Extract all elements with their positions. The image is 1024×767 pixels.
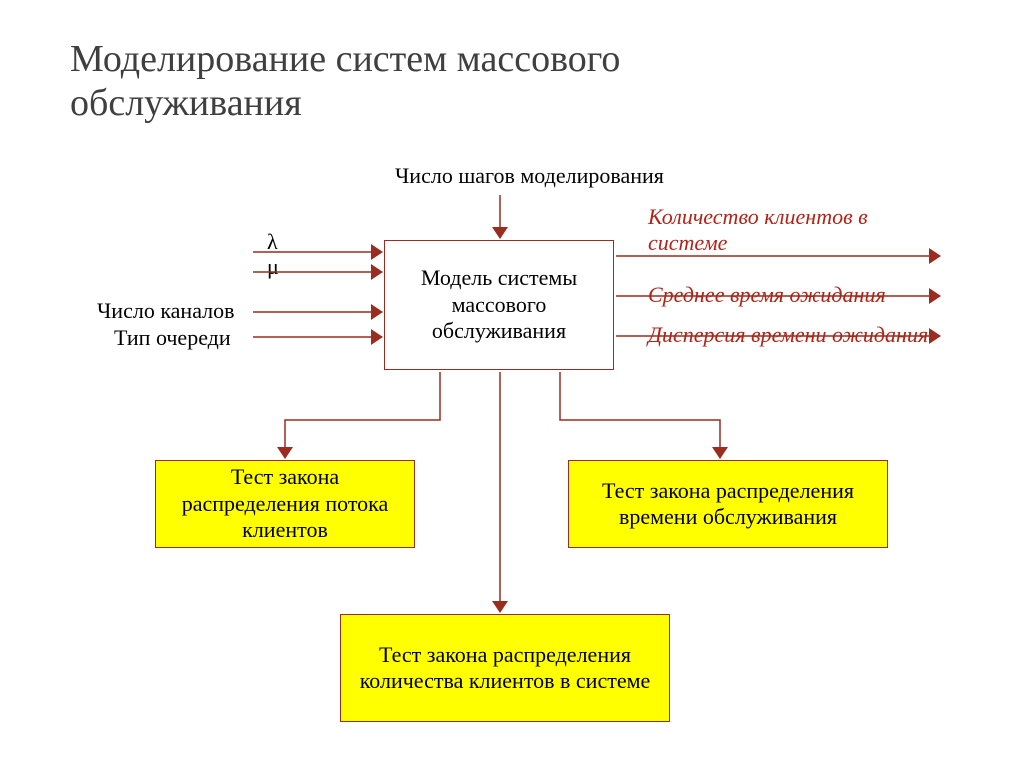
center-model-box: Модель системы массового обслуживания: [384, 240, 614, 370]
test-box-clients-flow-text: Тест закона распределения потока клиенто…: [166, 464, 404, 543]
test-box-service-time-text: Тест закона распределения времени обслуж…: [579, 478, 877, 531]
queue-type-label: Тип очереди: [114, 325, 231, 351]
lambda-label: λ: [267, 229, 278, 255]
top-input-label: Число шагов моделирования: [395, 163, 664, 189]
output-waittime-label: Среднее время ожидания: [648, 282, 886, 308]
mu-label: μ: [267, 254, 279, 280]
center-model-text: Модель системы массового обслуживания: [395, 265, 603, 344]
channels-label: Число каналов: [97, 298, 235, 324]
test-box-client-count: Тест закона распределения количества кли…: [340, 614, 670, 722]
test-box-client-count-text: Тест закона распределения количества кли…: [351, 642, 659, 695]
test-box-clients-flow: Тест закона распределения потока клиенто…: [155, 460, 415, 548]
output-clients-label: Количество клиентов в системе: [648, 204, 868, 257]
slide-title: Моделирование систем массового обслужива…: [70, 38, 620, 125]
test-box-service-time: Тест закона распределения времени обслуж…: [568, 460, 888, 548]
diagram-canvas: Моделирование систем массового обслужива…: [0, 0, 1024, 767]
output-dispersion-label: Дисперсия времени ожидания: [648, 322, 928, 348]
